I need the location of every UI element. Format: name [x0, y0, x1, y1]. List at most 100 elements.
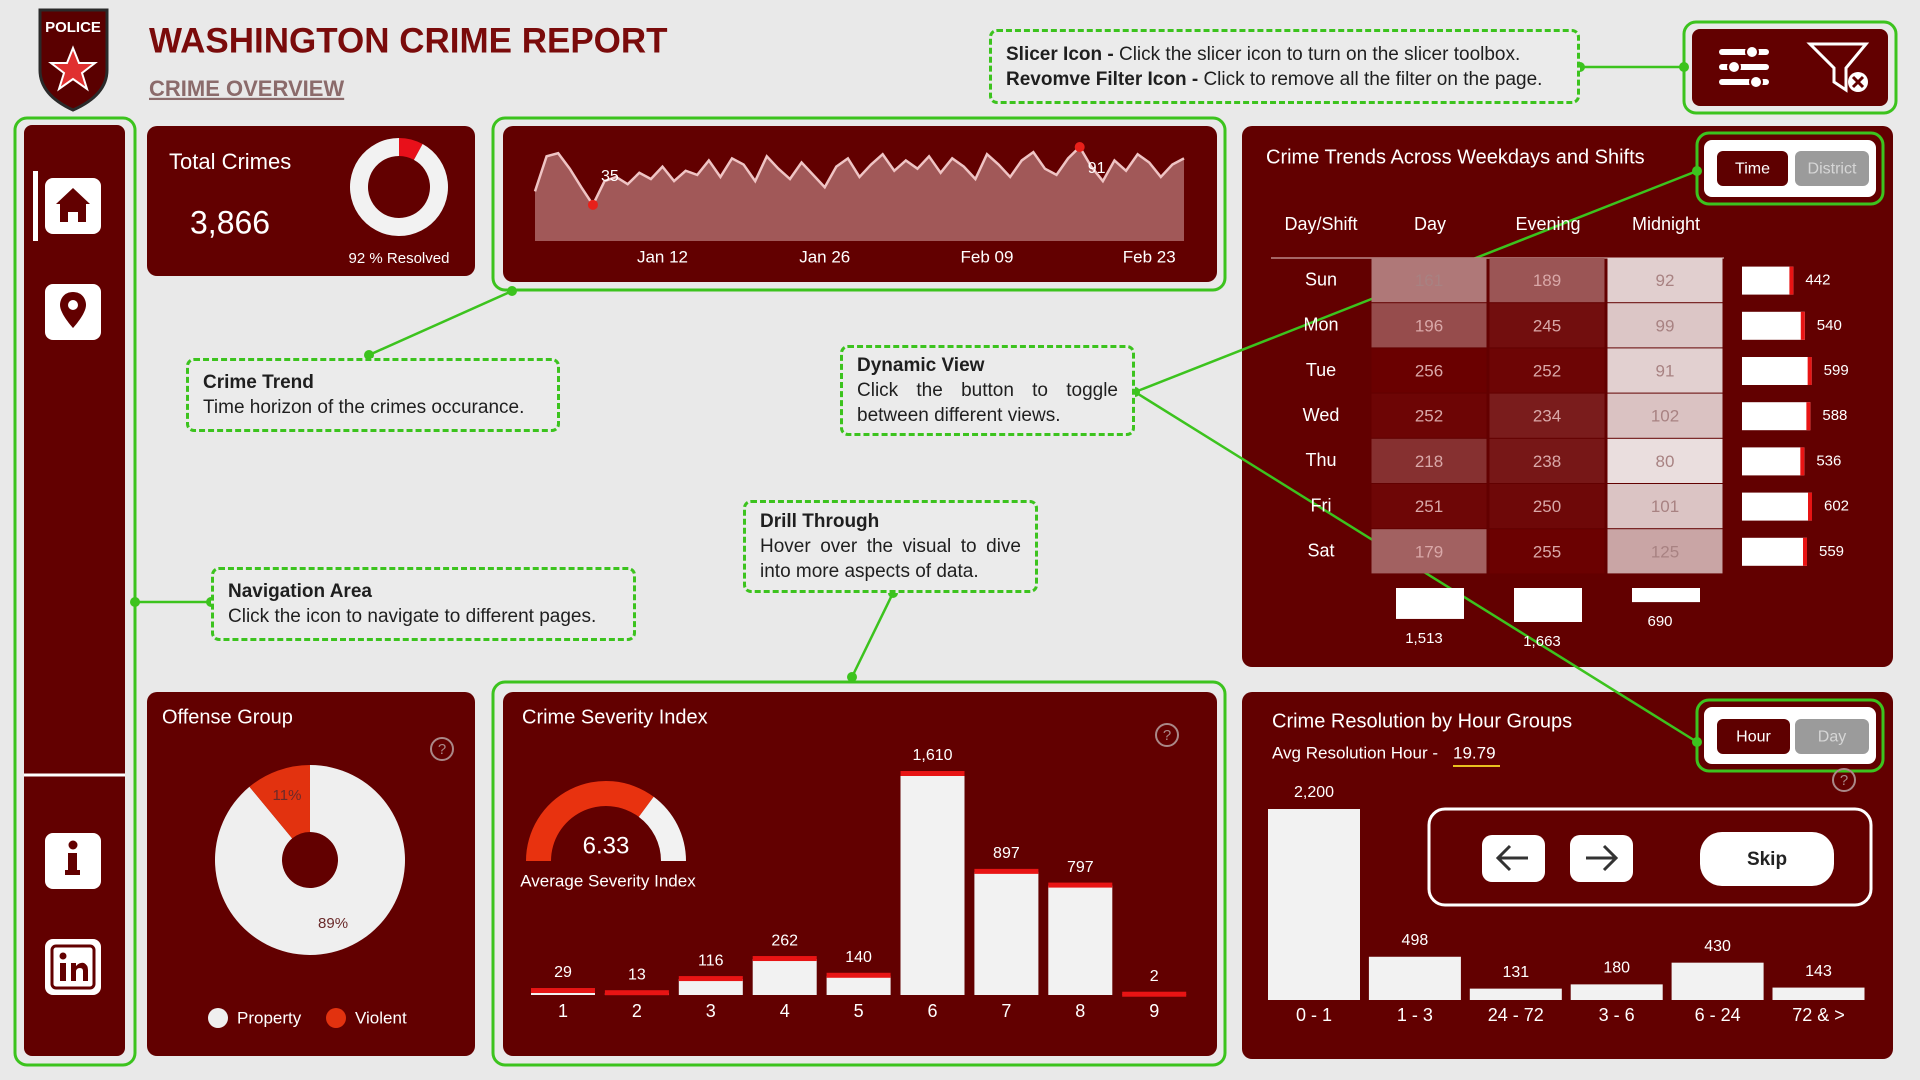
cell-label: 196: [1415, 316, 1443, 335]
toggle-button[interactable]: [1717, 151, 1788, 186]
cell-label: 252: [1533, 361, 1561, 380]
bar-value-label: 29: [554, 964, 572, 981]
slicer-note: Slicer Icon - Click the slicer icon to t…: [989, 29, 1580, 104]
legend-swatch: [208, 1008, 228, 1028]
info-icon[interactable]: [45, 833, 101, 889]
x-tick-label: 2: [632, 1001, 642, 1021]
heat-cell: [1489, 484, 1605, 529]
heat-cell: [1607, 393, 1723, 438]
toggle-button[interactable]: [1795, 151, 1869, 186]
note-label: Revomve Filter Icon -: [1006, 68, 1199, 90]
bar: [1368, 956, 1461, 1000]
x-tick-label: 24 - 72: [1488, 1005, 1544, 1025]
row-label: Tue: [1306, 360, 1336, 380]
heat-cell: [1607, 438, 1723, 483]
bar-cap: [1122, 991, 1187, 997]
linkedin-icon[interactable]: [45, 939, 101, 995]
row-total-bar: [1742, 537, 1807, 566]
location-icon[interactable]: [45, 284, 101, 340]
row-total-label: 599: [1824, 362, 1849, 379]
cell-label: 189: [1533, 271, 1561, 290]
help-label[interactable]: ?: [438, 741, 446, 758]
toggle-label[interactable]: Hour: [1736, 729, 1771, 746]
toggle-label[interactable]: Day: [1818, 729, 1846, 746]
kpi-label: Total Crimes: [169, 149, 291, 174]
bar-value-label: 13: [628, 966, 646, 983]
help-icon[interactable]: [1155, 723, 1179, 747]
column-header: Day/Shift: [1284, 214, 1357, 234]
row-total-bar: [1742, 357, 1812, 385]
bar-cap: [678, 976, 743, 982]
cell-label: 245: [1533, 316, 1561, 335]
home-icon[interactable]: [45, 178, 101, 234]
bar-value-label: 262: [771, 932, 798, 949]
slicer-icon[interactable]: [1719, 45, 1769, 89]
bar: [678, 979, 743, 995]
bar: [1570, 984, 1663, 1000]
x-tick-label: 3: [706, 1001, 716, 1021]
gauge-label: Average Severity Index: [520, 871, 696, 890]
bar-value-label: 2,200: [1294, 784, 1334, 801]
heat-cell: [1371, 393, 1487, 438]
bar: [752, 959, 817, 995]
help-icon[interactable]: [1832, 768, 1856, 792]
offense-card: [147, 692, 475, 1056]
note-text: Click the button to toggle between diffe…: [857, 380, 1118, 426]
row-total-cap: [1808, 492, 1812, 521]
bar-cap: [531, 988, 595, 994]
logo-star: [48, 45, 98, 92]
x-tick-label: Jan 12: [637, 247, 688, 266]
card-title: Crime Resolution by Hour Groups: [1272, 710, 1572, 732]
bar: [826, 975, 891, 995]
note-text: Click the slicer icon to turn on the sli…: [1118, 43, 1521, 65]
severity-outline: [491, 680, 1227, 1067]
toggle-button[interactable]: [1717, 719, 1790, 754]
nav-panel: [24, 125, 125, 1056]
note-title: Crime Trend: [203, 372, 314, 393]
trend-point: [1074, 142, 1085, 152]
bar-cap: [604, 990, 669, 996]
x-tick-label: 6 - 24: [1695, 1005, 1741, 1025]
resolved-arc: [349, 138, 448, 236]
help-icon[interactable]: [430, 737, 454, 761]
trend-area: [535, 147, 1184, 241]
cell-label: 252: [1415, 407, 1443, 426]
next-button[interactable]: [1570, 835, 1633, 882]
toggle-button[interactable]: [1795, 719, 1869, 754]
heat-cell: [1371, 258, 1487, 303]
help-label[interactable]: ?: [1163, 727, 1171, 744]
row-total-cap: [1789, 266, 1794, 295]
row-label: Thu: [1305, 450, 1336, 470]
bar-cap: [752, 956, 817, 962]
heat-cell: [1489, 258, 1605, 303]
skip-button[interactable]: [1700, 832, 1834, 886]
note-title: Dynamic View: [857, 355, 985, 376]
cell-label: 179: [1415, 542, 1443, 561]
cell-label: 99: [1656, 316, 1675, 335]
x-tick-label: 9: [1149, 1001, 1159, 1021]
toggle-label[interactable]: District: [1808, 161, 1857, 178]
logo-text: POLICE: [45, 19, 101, 36]
prev-button[interactable]: [1482, 835, 1545, 882]
heat-cell: [1371, 438, 1487, 483]
note-title: Drill Through: [760, 511, 880, 532]
x-tick-label: 1: [558, 1001, 568, 1021]
unresolved-arc: [399, 138, 423, 160]
filter-icon[interactable]: [1806, 42, 1870, 93]
skip-label[interactable]: Skip: [1747, 849, 1787, 870]
toggle-label[interactable]: Time: [1735, 161, 1770, 178]
bar-value-label: 897: [993, 845, 1020, 862]
cell-label: 238: [1533, 452, 1561, 471]
row-label: Wed: [1303, 405, 1340, 425]
heat-cell: [1371, 303, 1487, 348]
column-total-bar: [1632, 588, 1700, 603]
cell-label: 161: [1415, 271, 1443, 290]
help-label[interactable]: ?: [1840, 772, 1848, 789]
trend-point: [587, 199, 598, 210]
row-total-bar: [1742, 311, 1805, 340]
pie-slice: [214, 765, 405, 956]
avg-value: 19.79: [1453, 743, 1496, 762]
legend-label: Property: [237, 1008, 302, 1027]
heat-cell: [1489, 438, 1605, 483]
